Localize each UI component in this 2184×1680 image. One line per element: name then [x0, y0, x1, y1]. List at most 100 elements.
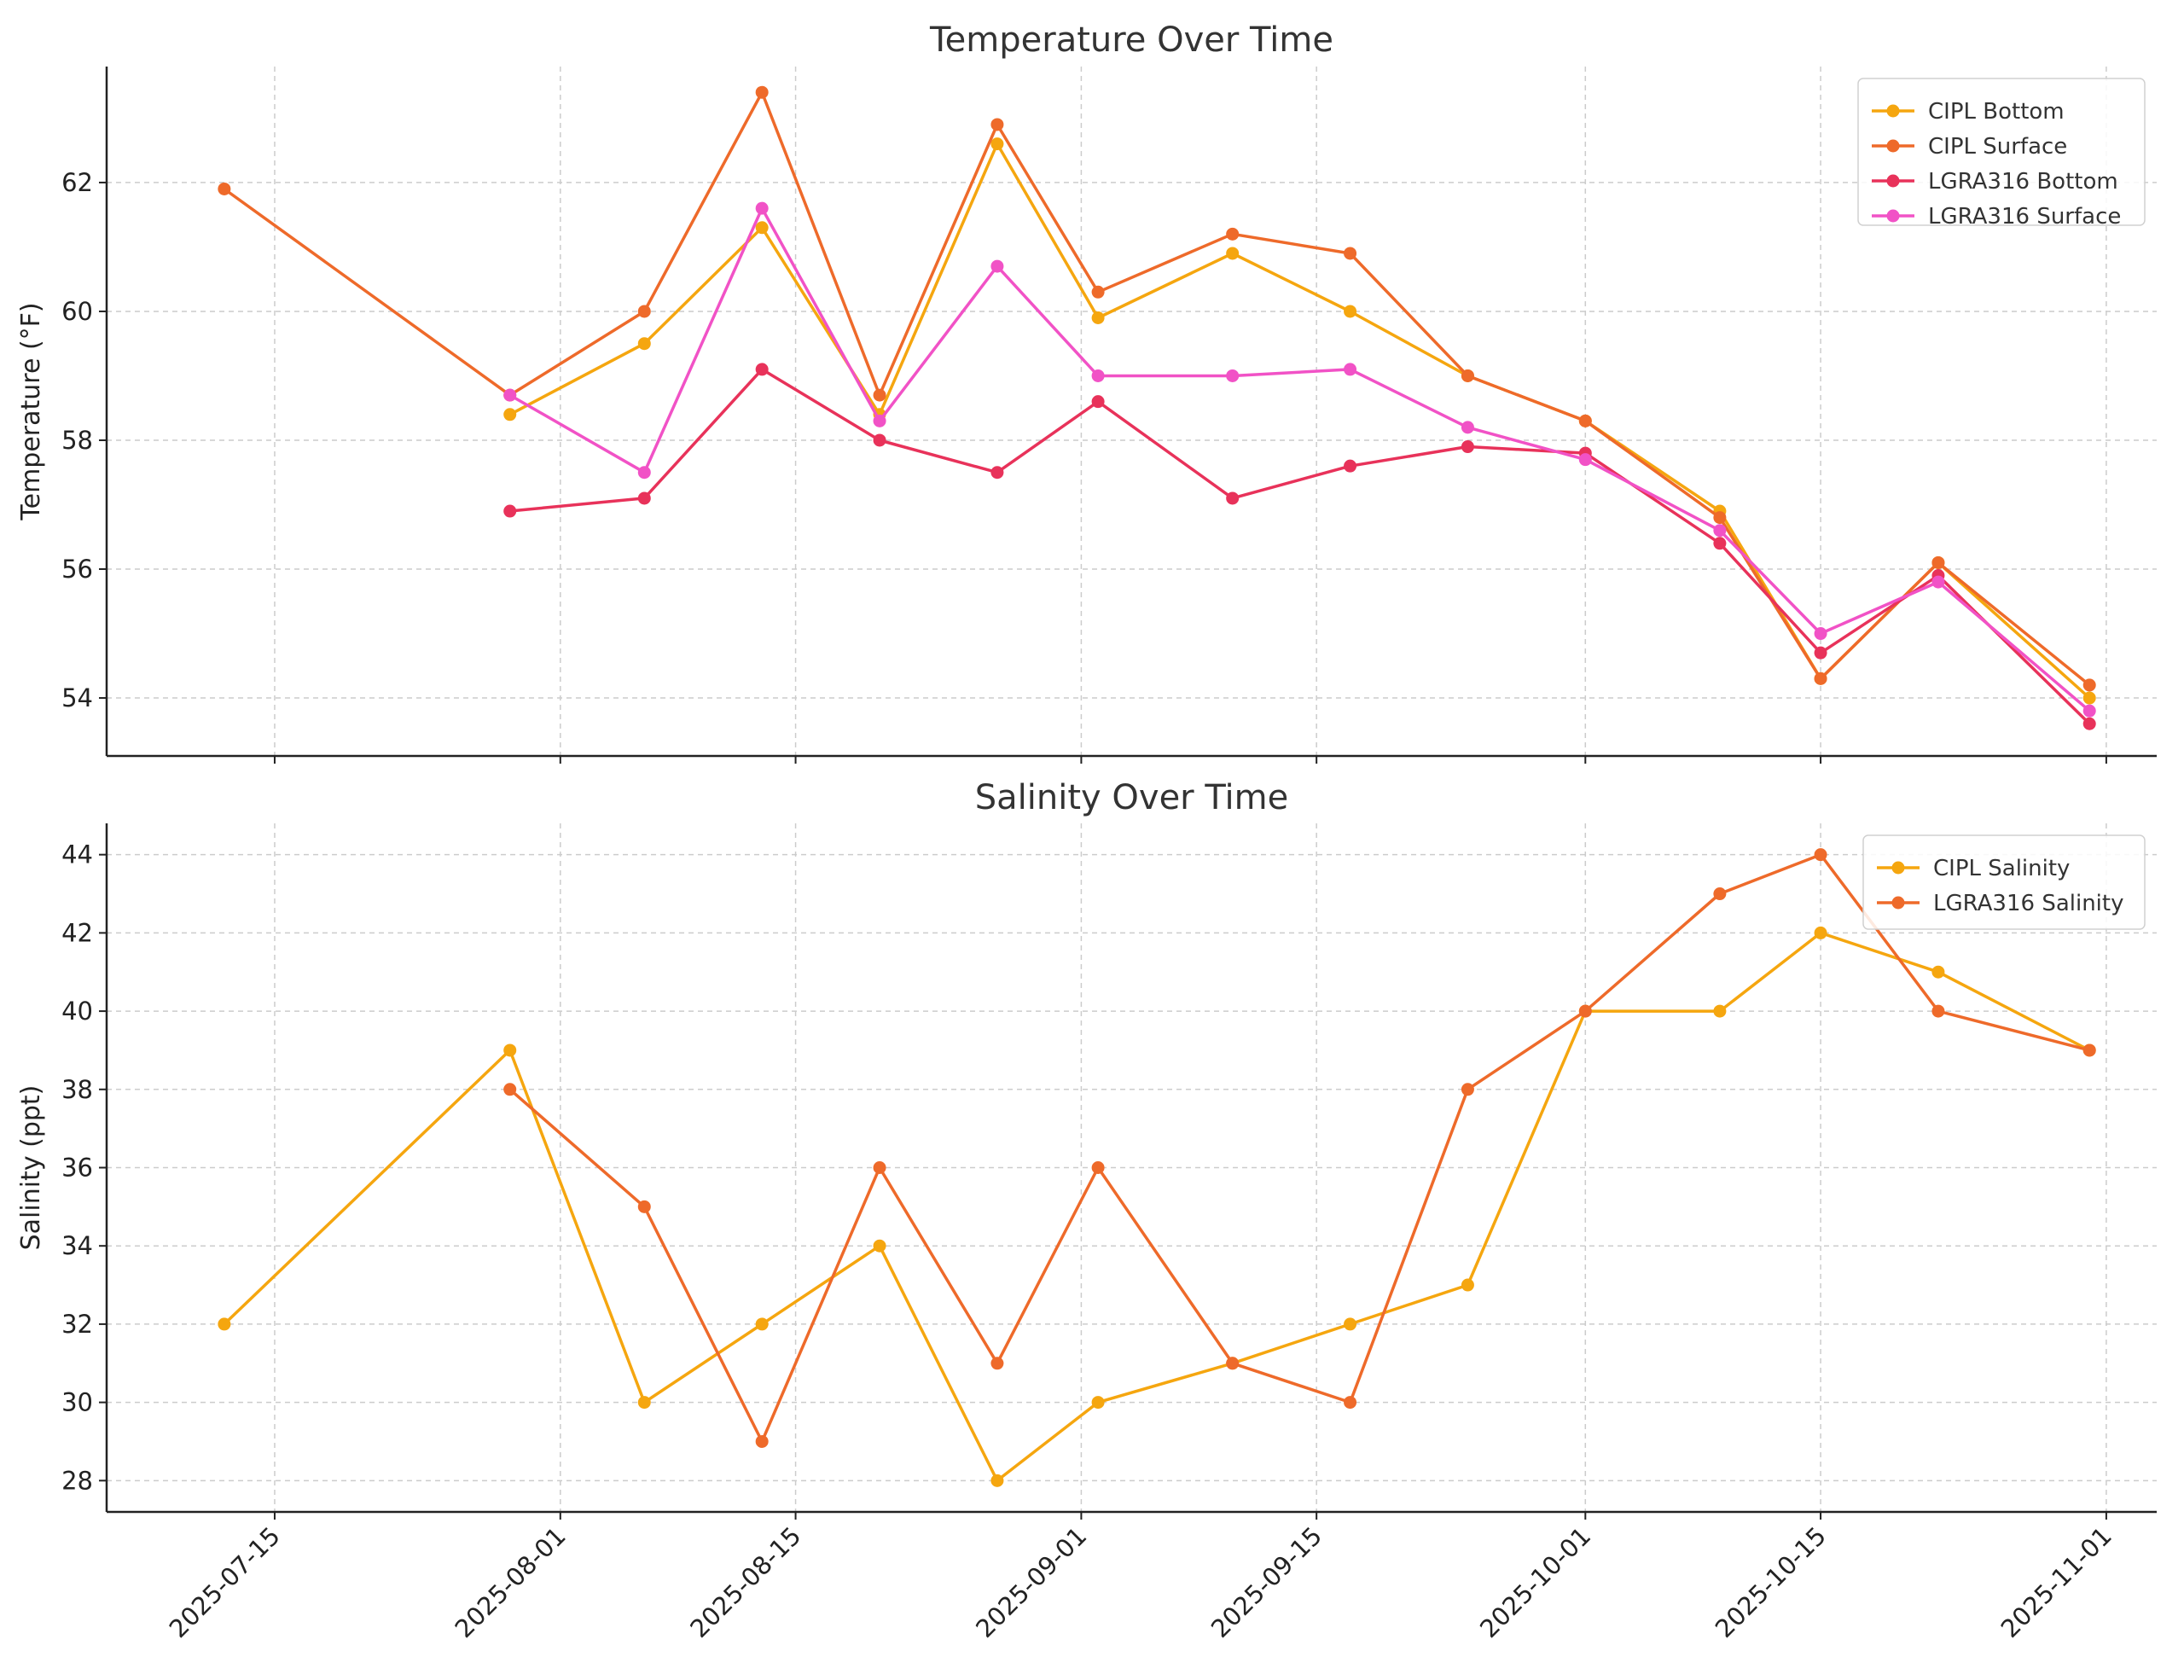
series-line-4	[508, 206, 2091, 712]
legend-swatch-marker	[1886, 139, 1900, 153]
y-tick-label: 38	[61, 1075, 93, 1104]
data-point	[1091, 1161, 1105, 1174]
x-tick-label: 2025-09-15	[1205, 1521, 1327, 1643]
data-point	[1713, 1004, 1727, 1018]
data-point	[873, 388, 886, 402]
data-point	[1091, 1396, 1105, 1410]
data-point	[1344, 1396, 1357, 1410]
y-axis-label: Temperature (°F)	[16, 302, 46, 520]
chart-title: Salinity Over Time	[975, 778, 1288, 817]
legend: CIPL Salinity LGRA316 Salinity	[1862, 834, 2146, 930]
data-point	[1091, 311, 1105, 325]
data-point	[1461, 1278, 1474, 1292]
data-point	[503, 504, 517, 518]
legend-label: CIPL Bottom	[1928, 99, 2065, 125]
x-tick-label: 2025-08-15	[684, 1521, 806, 1643]
data-point	[990, 259, 1004, 273]
y-tick-label: 34	[61, 1231, 93, 1260]
data-point	[755, 1434, 769, 1448]
data-point	[755, 221, 769, 235]
data-point	[990, 1474, 1004, 1487]
chart-1: 54 56 58 60 62 Temperature Over Time Temperatu…	[16, 20, 2157, 764]
y-tick-label: 36	[61, 1154, 93, 1183]
data-point	[873, 1161, 886, 1174]
data-point	[755, 201, 769, 215]
y-axis-label: Salinity (ppt)	[16, 1085, 46, 1251]
series-line-3	[509, 368, 2091, 725]
data-point	[1344, 1317, 1357, 1331]
data-point	[637, 1200, 651, 1213]
data-point	[1226, 227, 1240, 241]
data-point	[1713, 887, 1727, 901]
y-tick-label: 28	[61, 1466, 93, 1495]
legend-swatch-marker	[1891, 861, 1905, 875]
data-point	[503, 1083, 517, 1096]
chart-title: Temperature Over Time	[929, 20, 1333, 60]
y-tick-label: 54	[61, 683, 93, 712]
y-tick-label: 44	[61, 840, 93, 869]
x-tick-label: 2025-07-15	[164, 1521, 286, 1643]
legend-swatch-marker	[1886, 209, 1900, 223]
x-tick-label: 2025-09-01	[970, 1521, 1092, 1643]
legend-swatch-marker	[1886, 104, 1900, 118]
legend-box	[1862, 834, 2146, 930]
data-point	[1226, 369, 1240, 382]
data-point	[1344, 247, 1357, 260]
data-point	[1713, 511, 1727, 525]
data-point	[1226, 491, 1240, 505]
legend-swatch-marker	[1891, 896, 1905, 910]
data-point	[2082, 1043, 2096, 1057]
data-point	[2082, 678, 2096, 692]
data-point	[1344, 459, 1357, 473]
data-point	[1578, 1004, 1592, 1018]
data-point	[1578, 414, 1592, 427]
data-point	[218, 1317, 231, 1331]
data-point	[990, 466, 1004, 480]
data-point	[1461, 440, 1474, 454]
data-point	[1091, 285, 1105, 299]
data-point	[755, 363, 769, 376]
y-tick-label: 56	[61, 555, 93, 584]
legend: CIPL Bottom CIPL Surface LGRA316 Bottom LGR…	[1857, 78, 2146, 230]
data-point	[1713, 537, 1727, 550]
series-line-2	[223, 90, 2091, 687]
x-tick-label: 2025-10-15	[1710, 1521, 1832, 1643]
data-point	[1091, 395, 1105, 409]
data-point	[1814, 926, 1827, 939]
legend-label: LGRA316 Surface	[1928, 204, 2121, 230]
y-tick-label: 62	[61, 168, 93, 197]
data-point	[1091, 369, 1105, 382]
data-point	[1814, 848, 1827, 862]
legend-swatch-marker	[1886, 174, 1900, 188]
series-line-1	[508, 142, 2091, 700]
data-point	[1931, 1004, 1945, 1018]
data-point	[2082, 691, 2096, 705]
data-point	[1461, 421, 1474, 434]
data-point	[503, 1043, 517, 1057]
x-tick-label: 2025-11-01	[1995, 1521, 2117, 1643]
y-tick-label: 30	[61, 1388, 93, 1417]
data-point	[990, 137, 1004, 151]
data-point	[503, 388, 517, 402]
data-point	[2082, 717, 2096, 730]
data-point	[1814, 627, 1827, 641]
legend-label: LGRA316 Bottom	[1928, 169, 2118, 195]
data-point	[873, 433, 886, 447]
legend-label: CIPL Surface	[1928, 134, 2067, 160]
data-point	[218, 182, 231, 195]
series-line-2	[508, 852, 2090, 1444]
data-point	[1461, 1083, 1474, 1096]
y-tick-label: 58	[61, 426, 93, 455]
data-point	[755, 85, 769, 99]
data-point	[637, 491, 651, 505]
data-point	[1226, 1357, 1240, 1370]
data-point	[1344, 363, 1357, 376]
data-point	[990, 1357, 1004, 1370]
data-point	[873, 414, 886, 427]
data-point	[1226, 247, 1240, 260]
data-point	[2082, 704, 2096, 718]
data-point	[755, 1317, 769, 1331]
y-tick-label: 42	[61, 918, 93, 947]
data-point	[1814, 646, 1827, 660]
